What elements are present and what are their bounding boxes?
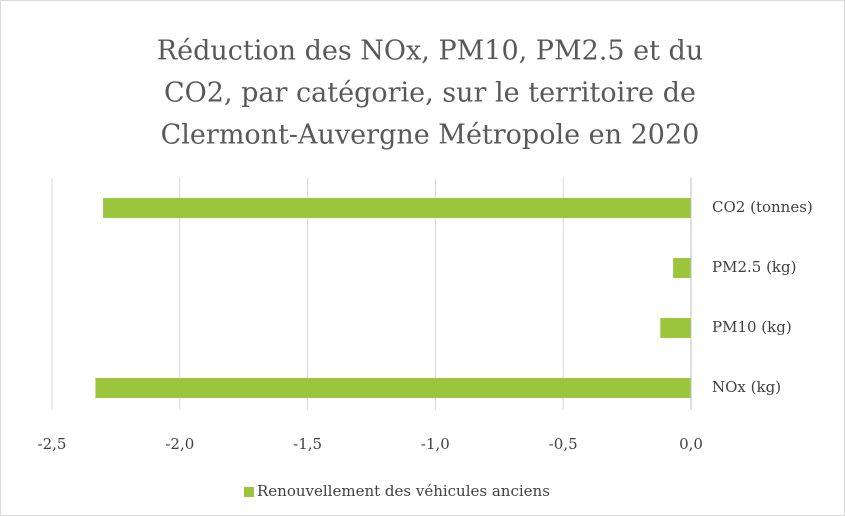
category-label: PM2.5 (kg) [712,258,796,276]
x-tick-label: 0,0 [679,435,703,453]
x-tick-label: -1,0 [421,435,450,453]
x-tick-label: -2,0 [165,435,194,453]
chart-title: Clermont-Auvergne Métropole en 2020 [161,120,700,151]
x-tick-label: -2,5 [38,435,67,453]
bar [103,198,692,218]
chart-title: Réduction des NOx, PM10, PM2.5 et du [157,36,703,67]
bar [673,258,691,278]
legend-swatch [244,487,254,497]
bar [95,378,691,398]
x-tick-label: -1,5 [293,435,322,453]
x-tick-label: -0,5 [549,435,578,453]
category-label: NOx (kg) [712,378,781,396]
bar [660,318,691,338]
legend-label: Renouvellement des véhicules anciens [257,482,550,500]
category-label: PM10 (kg) [712,318,792,336]
chart-title: CO2, par catégorie, sur le territoire de [164,78,696,109]
category-label: CO2 (tonnes) [712,198,813,216]
